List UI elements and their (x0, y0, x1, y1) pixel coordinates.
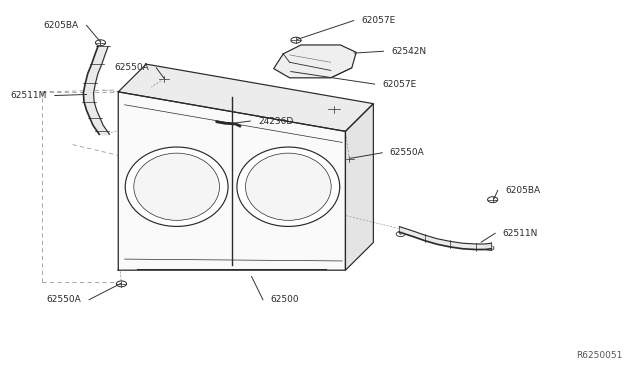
Circle shape (338, 153, 340, 154)
Circle shape (338, 139, 340, 140)
Circle shape (338, 167, 340, 168)
Circle shape (216, 121, 220, 123)
Text: 62550A: 62550A (390, 148, 424, 157)
Circle shape (125, 221, 127, 222)
Text: 62511N: 62511N (503, 229, 538, 238)
Text: 62057E: 62057E (382, 80, 417, 89)
Circle shape (338, 224, 340, 225)
Ellipse shape (134, 153, 220, 220)
Ellipse shape (246, 153, 331, 220)
Circle shape (338, 182, 340, 183)
Text: 62542N: 62542N (391, 47, 426, 56)
Circle shape (399, 233, 402, 235)
Circle shape (125, 184, 127, 185)
Polygon shape (118, 92, 346, 270)
Text: 62550A: 62550A (47, 295, 81, 304)
Text: R6250051: R6250051 (577, 351, 623, 360)
Circle shape (125, 202, 127, 203)
Ellipse shape (125, 147, 228, 227)
Circle shape (488, 247, 491, 248)
Circle shape (125, 110, 127, 111)
Text: 62550A: 62550A (114, 63, 148, 72)
Circle shape (125, 147, 127, 148)
Polygon shape (118, 64, 373, 131)
Circle shape (338, 196, 340, 198)
Text: 24236D: 24236D (258, 116, 293, 125)
Circle shape (338, 209, 340, 211)
Text: 6205BA: 6205BA (44, 21, 79, 30)
Polygon shape (274, 45, 356, 78)
Circle shape (338, 237, 340, 238)
Text: 62057E: 62057E (362, 16, 396, 25)
Circle shape (125, 239, 127, 240)
Text: 62511M: 62511M (11, 91, 47, 100)
Polygon shape (346, 104, 373, 270)
Circle shape (125, 128, 127, 129)
Ellipse shape (237, 147, 340, 227)
Circle shape (125, 256, 127, 257)
Text: 6205BA: 6205BA (506, 186, 540, 195)
Circle shape (125, 165, 127, 166)
Text: 62500: 62500 (271, 295, 299, 304)
